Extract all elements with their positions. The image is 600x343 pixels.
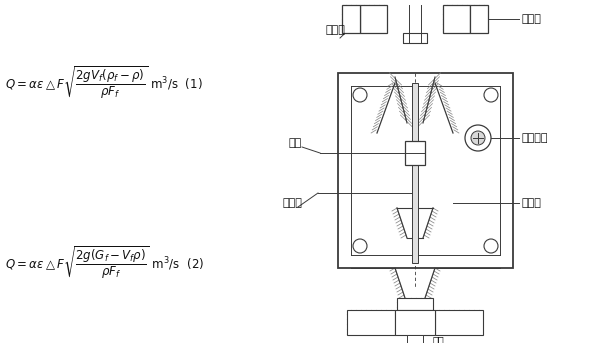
Bar	[395, 310, 435, 335]
Text: $Q = \alpha\varepsilon\triangle F\sqrt{\dfrac{2gV_f(\rho_f - \rho)}{\rho F_f}}\ : $Q = \alpha\varepsilon\triangle F\sqrt{\…	[5, 65, 203, 101]
Text: 锥形管: 锥形管	[522, 198, 542, 208]
Text: 安装: 安装	[433, 335, 445, 343]
Bar	[405, 141, 425, 165]
Text: 显示器: 显示器	[325, 25, 345, 35]
Bar	[403, 33, 427, 43]
Bar	[435, 310, 483, 335]
Circle shape	[484, 239, 498, 253]
Bar	[360, 5, 387, 33]
Text: 随动系统: 随动系统	[522, 133, 548, 143]
Circle shape	[353, 88, 367, 102]
Text: 导向管: 导向管	[282, 198, 302, 208]
Circle shape	[471, 131, 485, 145]
Bar	[407, 335, 423, 343]
Bar	[347, 310, 395, 335]
Bar	[443, 5, 470, 33]
Bar	[342, 5, 360, 33]
Circle shape	[465, 125, 491, 151]
Text: 浮子: 浮子	[289, 138, 302, 148]
Bar	[397, 298, 433, 310]
Bar	[412, 83, 418, 263]
Circle shape	[353, 239, 367, 253]
Text: 测量管: 测量管	[522, 14, 542, 24]
Text: $Q = \alpha\varepsilon\triangle F\sqrt{\dfrac{2g(G_f - V_f\rho)}{\rho F_f}}\ \ma: $Q = \alpha\varepsilon\triangle F\sqrt{\…	[5, 245, 204, 281]
Bar	[470, 5, 488, 33]
Bar	[338, 73, 513, 268]
Circle shape	[484, 88, 498, 102]
